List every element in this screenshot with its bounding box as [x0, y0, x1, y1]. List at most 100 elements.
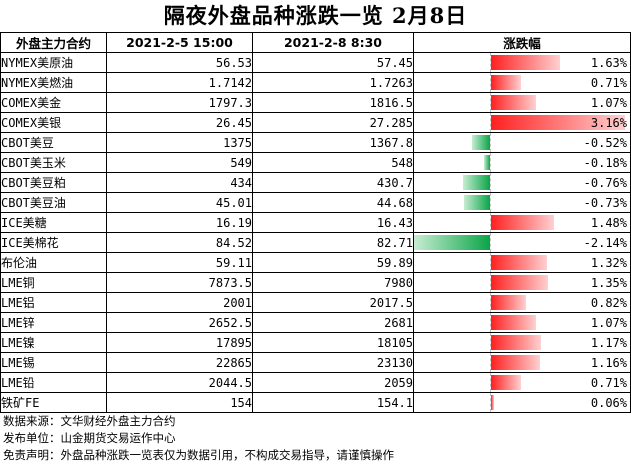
change-percent: 0.71%	[590, 76, 627, 90]
curr-price: 430.7	[252, 172, 414, 193]
change-cell: 0.71%	[413, 72, 631, 93]
prev-price: 2001	[106, 292, 253, 313]
contract-name: CBOT美豆	[0, 132, 107, 153]
table-row: CBOT美豆 1375 1367.8 -0.52%	[0, 132, 631, 153]
change-bar-positive	[491, 335, 541, 350]
curr-price: 18105	[252, 332, 414, 353]
table-row: LME铅 2044.5 2059 0.71%	[0, 372, 631, 393]
curr-price: 82.71	[252, 232, 414, 253]
curr-price: 7980	[252, 272, 414, 293]
change-cell: -0.76%	[413, 172, 631, 193]
prev-price: 2044.5	[106, 372, 253, 393]
change-cell: -0.73%	[413, 192, 631, 213]
prev-price: 1375	[106, 132, 253, 153]
zero-axis-line	[490, 233, 491, 252]
change-percent: 1.32%	[590, 256, 627, 270]
zero-axis-line	[490, 333, 491, 352]
table-row: CBOT美豆油 45.01 44.68 -0.73%	[0, 192, 631, 213]
zero-axis-line	[490, 113, 491, 132]
table-row: 布伦油 59.11 59.89 1.32%	[0, 252, 631, 273]
zero-axis-line	[490, 253, 491, 272]
change-bar-negative	[484, 155, 490, 170]
sheet-title: 隔夜外盘品种涨跌一览 2月8日	[163, 3, 468, 28]
change-cell: 0.71%	[413, 372, 631, 393]
header-curr-time: 2021-2-8 8:30	[252, 32, 414, 53]
change-percent: -0.18%	[583, 156, 627, 170]
prev-price: 434	[106, 172, 253, 193]
change-percent: 1.48%	[590, 216, 627, 230]
curr-price: 44.68	[252, 192, 414, 213]
curr-price: 27.285	[252, 112, 414, 133]
contract-name: COMEX美银	[0, 112, 107, 133]
data-source-note: 数据来源：文华财经外盘主力合约	[3, 414, 176, 428]
change-cell: 1.48%	[413, 212, 631, 233]
change-cell: 1.07%	[413, 92, 631, 113]
contract-name: LME铅	[0, 372, 107, 393]
prev-price: 1.7142	[106, 72, 253, 93]
zero-axis-line	[490, 173, 491, 192]
change-cell: 3.16%	[413, 112, 631, 133]
curr-price: 1367.8	[252, 132, 414, 153]
change-percent: 3.16%	[590, 116, 627, 130]
curr-price: 59.89	[252, 252, 414, 273]
prev-price: 84.52	[106, 232, 253, 253]
contract-name: CBOT美玉米	[0, 152, 107, 173]
prev-price: 26.45	[106, 112, 253, 133]
curr-price: 57.45	[252, 52, 414, 73]
prev-price: 45.01	[106, 192, 253, 213]
change-cell: 0.06%	[413, 392, 631, 413]
zero-axis-line	[490, 153, 491, 172]
prev-price: 549	[106, 152, 253, 173]
header-change: 涨跌幅	[413, 32, 631, 53]
contract-name: LME铝	[0, 292, 107, 313]
change-percent: -0.73%	[583, 196, 627, 210]
table-row: LME锌 2652.5 2681 1.07%	[0, 312, 631, 333]
curr-price: 548	[252, 152, 414, 173]
contract-name: LME锡	[0, 352, 107, 373]
curr-price: 2681	[252, 312, 414, 333]
change-bar-positive	[491, 55, 560, 70]
change-bar-positive	[491, 115, 625, 130]
contract-name: CBOT美豆粕	[0, 172, 107, 193]
change-percent: -0.76%	[583, 176, 627, 190]
change-bar-positive	[491, 355, 540, 370]
zero-axis-line	[490, 73, 491, 92]
contract-name: CBOT美豆油	[0, 192, 107, 213]
change-percent: -2.14%	[583, 236, 627, 250]
table-row: CBOT美豆粕 434 430.7 -0.76%	[0, 172, 631, 193]
prev-price: 17895	[106, 332, 253, 353]
contract-name: LME锌	[0, 312, 107, 333]
table-body: NYMEX美原油 56.53 57.45 1.63% NYMEX美燃油 1.7142 1.7…	[0, 52, 631, 413]
curr-price: 16.43	[252, 212, 414, 233]
change-cell: -0.52%	[413, 132, 631, 153]
change-cell: 1.16%	[413, 352, 631, 373]
table-row: LME锡 22865 23130 1.16%	[0, 352, 631, 373]
prev-price: 22865	[106, 352, 253, 373]
contract-name: ICE美糖	[0, 212, 107, 233]
zero-axis-line	[490, 93, 491, 112]
contract-name: NYMEX美燃油	[0, 72, 107, 93]
table-row: 铁矿FE 154 154.1 0.06%	[0, 392, 631, 413]
header-contract: 外盘主力合约	[0, 32, 107, 53]
quotes-table: 外盘主力合约 2021-2-5 15:00 2021-2-8 8:30 涨跌幅 …	[0, 32, 631, 413]
table-row: COMEX美金 1797.3 1816.5 1.07%	[0, 92, 631, 113]
change-percent: 1.16%	[590, 356, 627, 370]
curr-price: 23130	[252, 352, 414, 373]
curr-price: 1.7263	[252, 72, 414, 93]
zero-axis-line	[490, 53, 491, 72]
table-row: ICE美糖 16.19 16.43 1.48%	[0, 212, 631, 233]
header-row: 外盘主力合约 2021-2-5 15:00 2021-2-8 8:30 涨跌幅	[0, 32, 631, 53]
change-percent: 0.71%	[590, 376, 627, 390]
prev-price: 59.11	[106, 252, 253, 273]
prev-price: 2652.5	[106, 312, 253, 333]
change-bar-negative	[414, 235, 490, 250]
contract-name: 布伦油	[0, 252, 107, 273]
table-row: NYMEX美原油 56.53 57.45 1.63%	[0, 52, 631, 73]
change-bar-positive	[491, 315, 536, 330]
curr-price: 1816.5	[252, 92, 414, 113]
table-row: NYMEX美燃油 1.7142 1.7263 0.71%	[0, 72, 631, 93]
curr-price: 2017.5	[252, 292, 414, 313]
contract-name: LME铜	[0, 272, 107, 293]
zero-axis-line	[490, 273, 491, 292]
